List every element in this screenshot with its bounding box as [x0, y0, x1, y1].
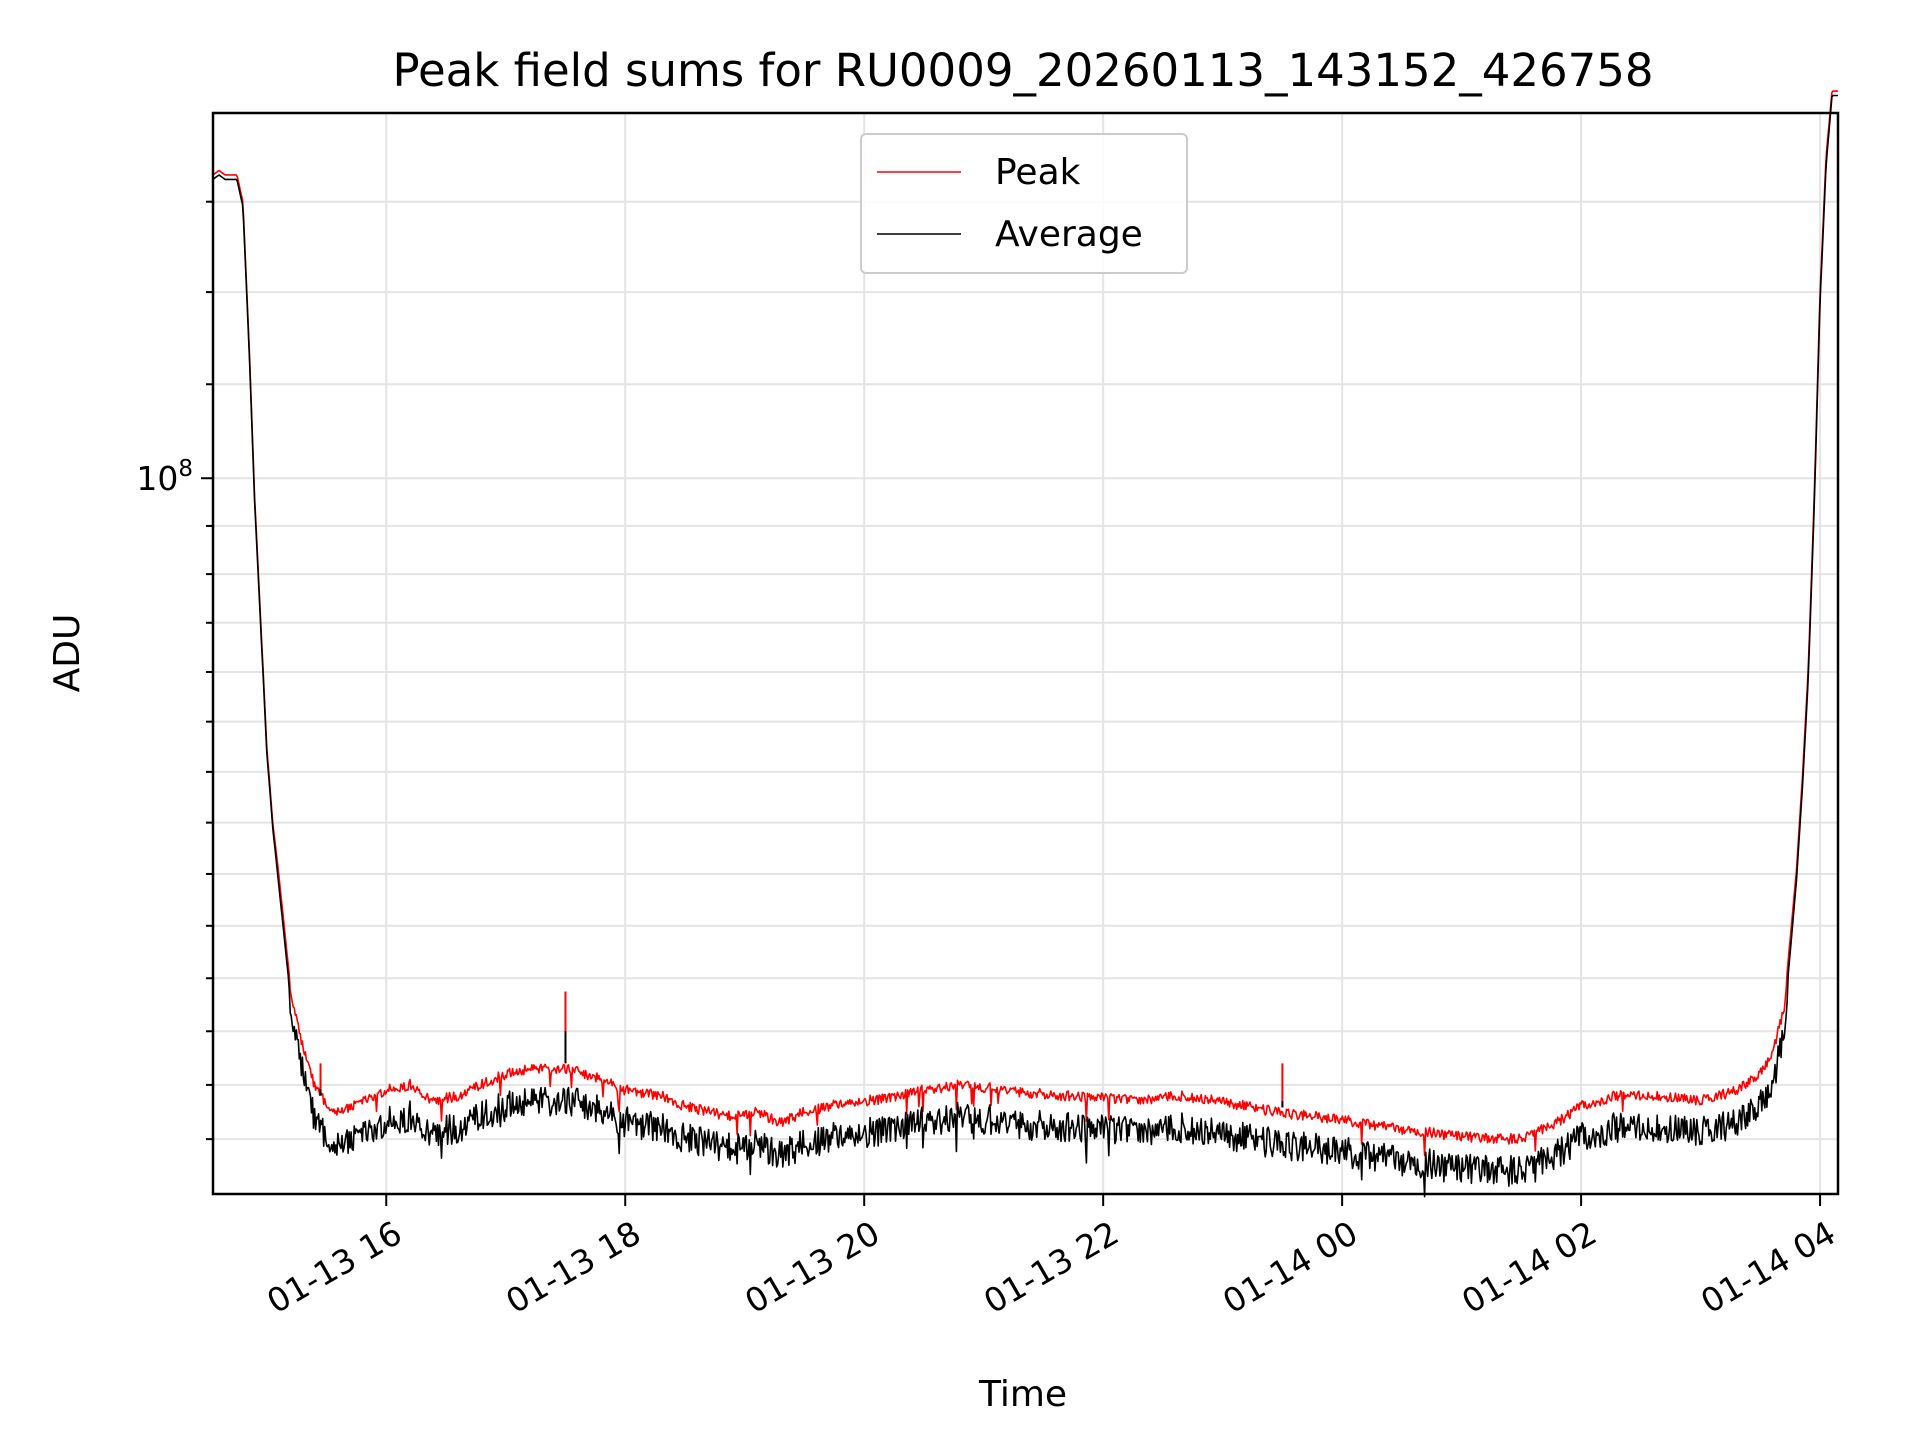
y-tick-label: 108	[136, 456, 193, 498]
chart-title: Peak field sums for RU0009_20260113_1431…	[392, 44, 1653, 97]
x-axis-label: Time	[978, 1374, 1067, 1415]
legend: Peak Average	[860, 133, 1188, 274]
legend-label-average: Average	[995, 214, 1143, 255]
legend-label-peak: Peak	[995, 152, 1081, 193]
y-axis-label: ADU	[47, 614, 88, 693]
plot-frame	[211, 111, 1840, 1196]
series-line-peak	[212, 90, 1838, 1157]
series-layer	[212, 90, 1838, 1198]
legend-box	[860, 133, 1188, 274]
series-line-average	[212, 94, 1838, 1198]
